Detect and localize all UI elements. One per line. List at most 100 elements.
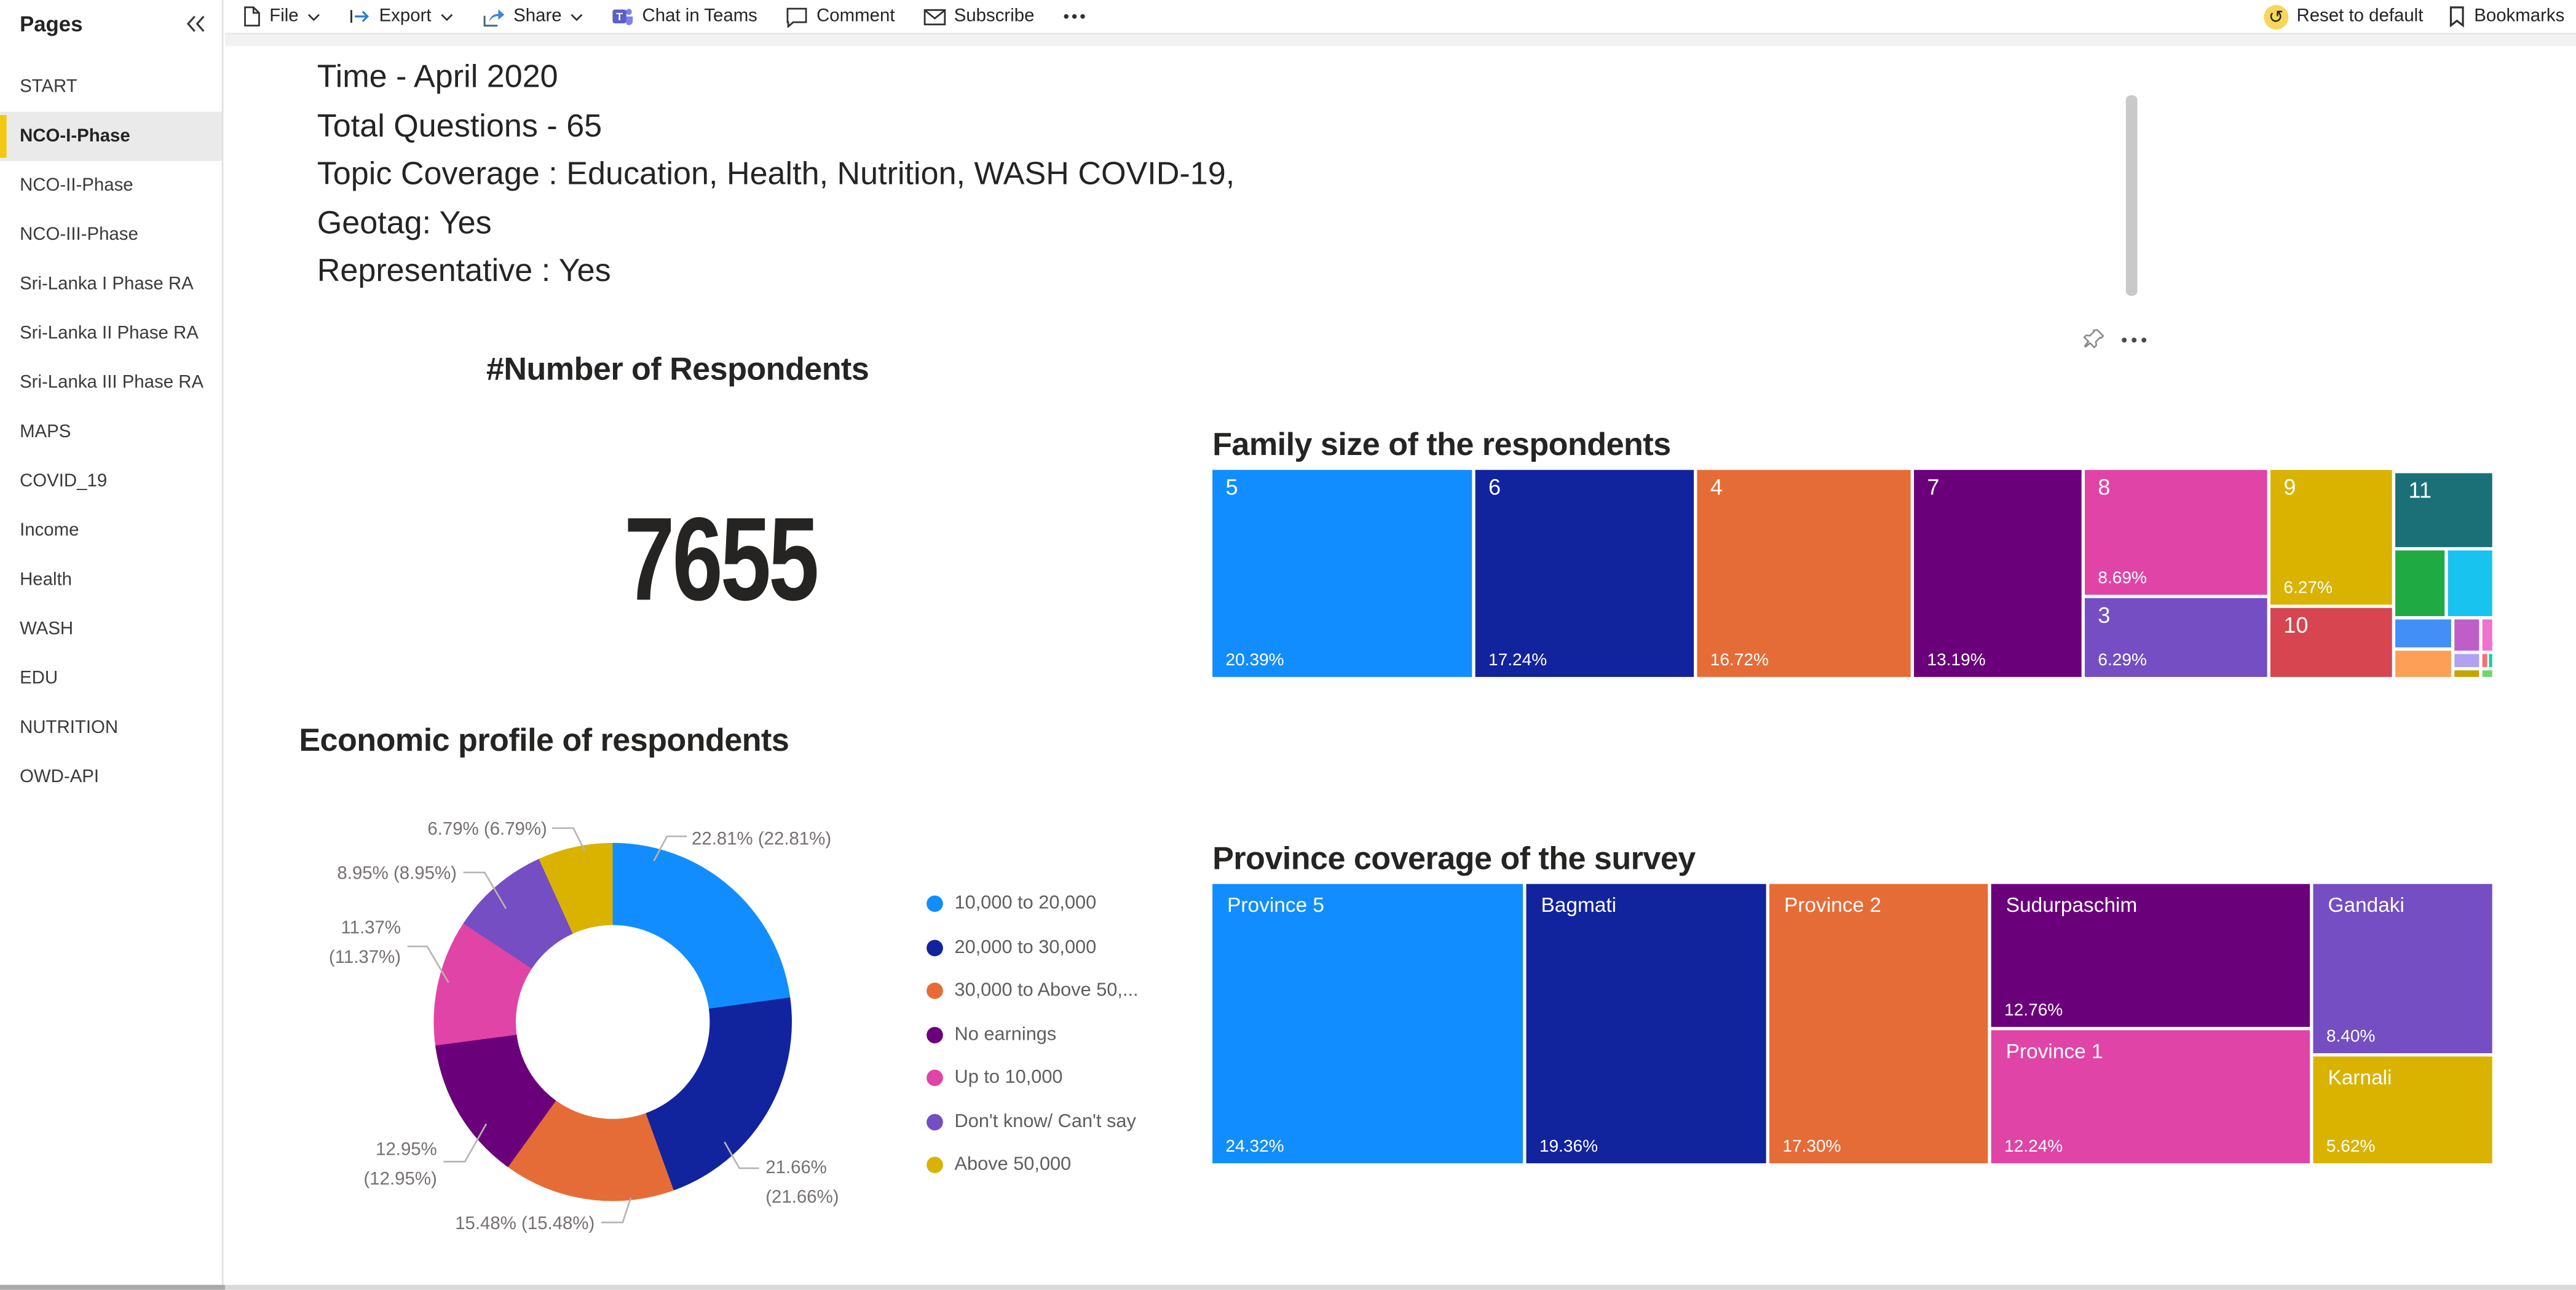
treemap-cell-province-5[interactable]: Province 5 24.32%	[1212, 884, 1523, 1163]
legend-item[interactable]: Above 50,000	[926, 1144, 1138, 1187]
report-info-line: Time - April 2020	[317, 59, 558, 95]
sidebar-item-wash[interactable]: WASH	[20, 619, 74, 639]
economic-donut-chart[interactable]	[433, 842, 792, 1201]
sidebar-item-start[interactable]: START	[20, 77, 77, 97]
vertical-scrollbar-thumb[interactable]	[2125, 95, 2138, 296]
treemap-cell-8[interactable]: 8 8.69%	[2085, 470, 2267, 595]
toolbar-more-options[interactable]	[1062, 13, 1085, 20]
comment-icon	[785, 6, 808, 28]
treemap-cell[interactable]	[2454, 619, 2479, 651]
treemap-cell[interactable]	[2395, 619, 2451, 647]
sidebar-item-edu[interactable]: EDU	[20, 668, 58, 689]
treemap-cell[interactable]	[2448, 550, 2492, 617]
treemap-cell-province-1[interactable]: Province 1 12.24%	[1991, 1030, 2310, 1163]
toolbar-reset-to-default[interactable]: ↺ Reset to default	[2264, 4, 2423, 29]
treemap-cell-gandaki[interactable]: Gandaki 8.40%	[2313, 884, 2492, 1053]
sidebar-item-sri-lanka-i-phase-ra[interactable]: Sri-Lanka I Phase RA	[20, 274, 194, 295]
treemap-cell-4[interactable]: 4 16.72%	[1697, 470, 1911, 677]
toolbar-file-label: File	[269, 6, 299, 26]
legend-dot	[926, 983, 943, 1000]
treemap-cell[interactable]	[2482, 654, 2487, 667]
sidebar-item-nutrition[interactable]: NUTRITION	[20, 718, 119, 738]
sidebar-item-income[interactable]: Income	[20, 521, 79, 541]
sidebar-item-nco-i-phase[interactable]: NCO-I-Phase	[0, 111, 222, 161]
visual-more-options-icon[interactable]	[2121, 336, 2147, 342]
treemap-cell[interactable]	[2482, 619, 2492, 651]
legend-item[interactable]: 20,000 to 30,000	[926, 926, 1138, 970]
treemap-cell-7[interactable]: 7 13.19%	[1914, 470, 2082, 677]
toolbar-export-label: Export	[379, 6, 432, 26]
treemap-cell-percent: 6.29%	[2098, 651, 2147, 671]
treemap-cell-percent: 8.69%	[2098, 568, 2147, 588]
bookmarks-icon	[2448, 5, 2465, 28]
toolbar-comment[interactable]: Comment	[785, 6, 895, 28]
legend-label: Up to 10,000	[954, 1068, 1063, 1088]
report-info-text: Time - April 2020 Total Questions - 65 Top…	[317, 54, 1235, 297]
treemap-cell-10[interactable]: 10	[2270, 607, 2392, 677]
treemap-cell-3[interactable]: 3 6.29%	[2085, 598, 2267, 677]
treemap-cell[interactable]	[2395, 550, 2445, 617]
treemap-cell-label: 11	[2408, 478, 2432, 503]
legend-item[interactable]: Up to 10,000	[926, 1056, 1138, 1100]
sidebar-item-sri-lanka-iii-phase-ra[interactable]: Sri-Lanka III Phase RA	[20, 373, 204, 393]
chevron-down-icon	[307, 12, 320, 20]
respondents-count: 7655	[624, 494, 819, 627]
toolbar-file[interactable]: File	[242, 5, 320, 28]
sidebar-item-sri-lanka-ii-phase-ra[interactable]: Sri-Lanka II Phase RA	[20, 323, 199, 344]
sidebar-item-nco-ii-phase[interactable]: NCO-II-Phase	[20, 175, 133, 196]
treemap-cell-percent: 17.24%	[1488, 651, 1547, 671]
respondents-card-title: #Number of Respondents	[486, 351, 869, 388]
treemap-cell-6[interactable]: 6 17.24%	[1475, 470, 1694, 677]
treemap-cell-bagmati[interactable]: Bagmati 19.36%	[1526, 884, 1766, 1163]
treemap-cell-percent: 24.32%	[1225, 1137, 1284, 1157]
toolbar-subscribe[interactable]: Subscribe	[923, 7, 1034, 26]
toolbar-bookmarks-label: Bookmarks	[2474, 6, 2565, 26]
legend-dot	[926, 896, 943, 912]
legend-label: Don't know/ Can't say	[954, 1112, 1136, 1132]
treemap-cell[interactable]	[2454, 654, 2479, 667]
donut-data-label: 22.81% (22.81%)	[691, 829, 832, 850]
treemap-cell-sudurpaschim[interactable]: Sudurpaschim 12.76%	[1991, 884, 2310, 1027]
legend-item[interactable]: No earnings	[926, 1013, 1138, 1056]
treemap-cell-9[interactable]: 9 6.27%	[2270, 470, 2392, 605]
treemap-cell-5[interactable]: 5 20.39%	[1212, 470, 1472, 677]
treemap-cell-karnali[interactable]: Karnali 5.62%	[2313, 1056, 2492, 1163]
pages-sidebar-header: Pages	[0, 0, 222, 46]
legend-label: No earnings	[954, 1024, 1057, 1045]
treemap-cell[interactable]	[2395, 651, 2451, 677]
toolbar-chat-in-teams[interactable]: T Chat in Teams	[611, 5, 757, 28]
horizontal-scrollbar-thumb[interactable]	[0, 1284, 226, 1290]
sidebar-item-maps[interactable]: MAPS	[20, 422, 71, 442]
treemap-cell[interactable]	[2454, 670, 2479, 677]
sidebar-item-health[interactable]: Health	[20, 570, 73, 590]
visual-hover-tools	[2082, 327, 2147, 352]
toolbar-bookmarks[interactable]: Bookmarks	[2448, 5, 2564, 28]
toolbar-right-group: ↺ Reset to default Bookmarks	[2264, 0, 2564, 33]
legend-item[interactable]: 10,000 to 20,000	[926, 882, 1138, 926]
treemap-cell[interactable]	[2482, 670, 2492, 677]
legend-item[interactable]: 30,000 to Above 50,...	[926, 970, 1139, 1013]
family-treemap-title: Family size of the respondents	[1212, 427, 1671, 464]
toolbar-export[interactable]: Export	[348, 7, 452, 26]
sidebar-item-nco-iii-phase[interactable]: NCO-III-Phase	[20, 225, 138, 245]
legend-label: 20,000 to 30,000	[954, 938, 1097, 958]
toolbar-reset-to-default-label: Reset to default	[2296, 6, 2424, 26]
treemap-cell[interactable]	[2489, 654, 2492, 667]
sidebar-item-owd-api[interactable]: OWD-API	[20, 767, 100, 787]
treemap-cell-percent: 6.27%	[2283, 578, 2333, 598]
pin-icon[interactable]	[2082, 327, 2106, 352]
collapse-sidebar-icon[interactable]	[184, 15, 205, 33]
legend-item[interactable]: Don't know/ Can't say	[926, 1100, 1138, 1144]
treemap-cell-11[interactable]: 11	[2395, 473, 2492, 547]
export-icon	[348, 7, 371, 26]
treemap-cell-label: Sudurpaschim	[2005, 893, 2138, 917]
legend-label: Above 50,000	[954, 1155, 1072, 1176]
treemap-cell-label: Province 5	[1227, 893, 1324, 917]
treemap-cell-province-2[interactable]: Province 2 17.30%	[1769, 884, 1988, 1163]
treemap-cell-percent: 12.24%	[2004, 1137, 2063, 1157]
horizontal-scrollbar-track[interactable]	[0, 1284, 2576, 1290]
sidebar-item-covid-19[interactable]: COVID_19	[20, 471, 108, 491]
treemap-cell-label: 3	[2098, 603, 2111, 628]
file-icon	[242, 5, 261, 28]
toolbar-share[interactable]: Share	[481, 6, 583, 27]
